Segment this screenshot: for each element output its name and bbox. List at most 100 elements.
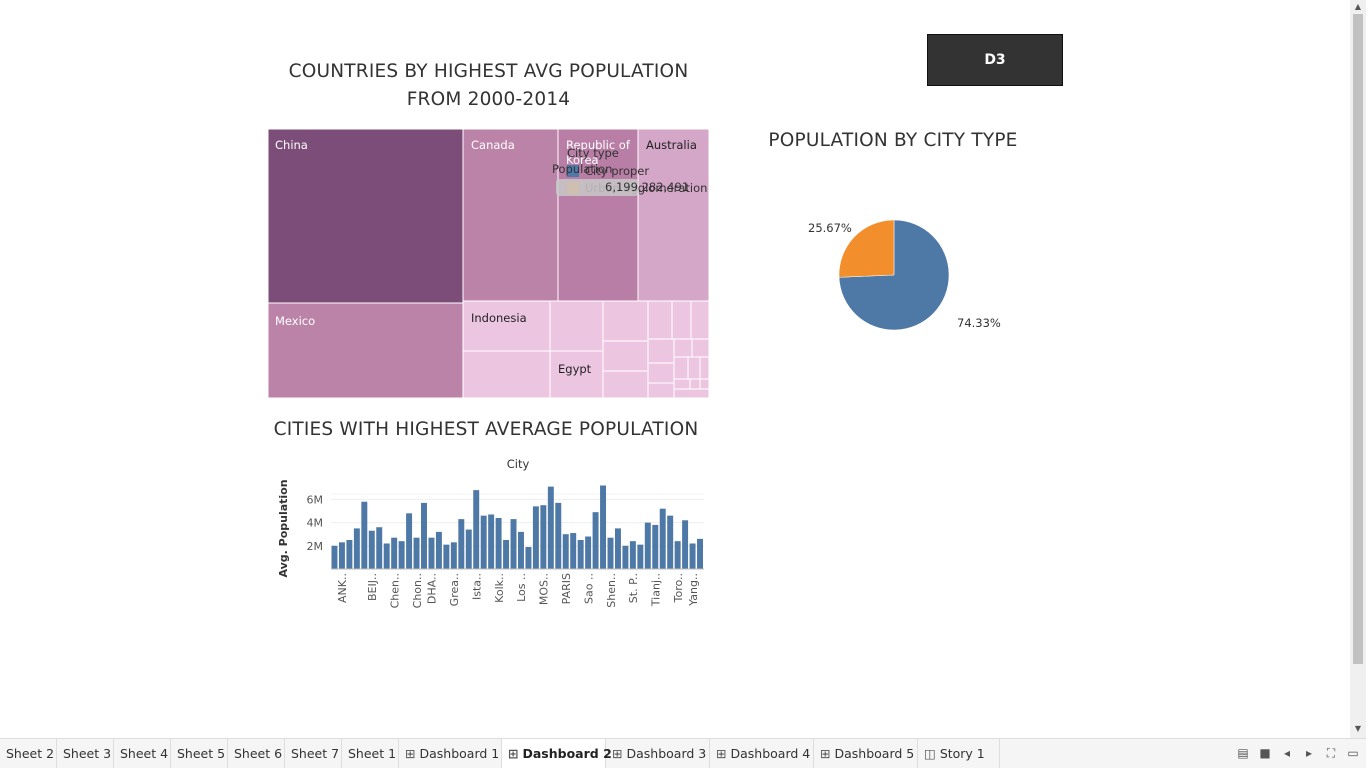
bar[interactable] — [562, 534, 569, 569]
pie-chart[interactable]: 74.33% 25.67% — [790, 205, 1010, 345]
scroll-up-icon[interactable]: ▲ — [1354, 2, 1362, 11]
scroll-thumb[interactable] — [1353, 14, 1363, 664]
tab-sheet-2[interactable]: Sheet 2 — [0, 739, 57, 768]
bar[interactable] — [674, 541, 681, 569]
bar[interactable] — [503, 540, 510, 569]
show-filmstrip-icon[interactable]: ▤ — [1237, 746, 1249, 760]
treemap-cell[interactable] — [647, 300, 673, 340]
treemap-cell[interactable] — [673, 338, 693, 358]
bar[interactable] — [376, 527, 383, 569]
bar[interactable] — [532, 506, 539, 569]
treemap-cell[interactable] — [549, 300, 604, 352]
bar[interactable] — [383, 543, 390, 569]
bar[interactable] — [555, 502, 562, 569]
tab-dashboard-2[interactable]: ⊞ Dashboard 2 — [502, 739, 612, 768]
bar[interactable] — [577, 540, 584, 569]
bar-chart[interactable]: City Avg. Population 2M 4M 6M ANK.. BEIJ.. Chen… — [270, 452, 710, 612]
tab-dashboard-1[interactable]: ⊞ Dashboard 1 — [399, 739, 502, 768]
bar[interactable] — [458, 519, 465, 569]
scroll-down-icon[interactable]: ▼ — [1354, 724, 1362, 733]
bar[interactable] — [443, 544, 450, 569]
bar[interactable] — [667, 515, 674, 569]
bar[interactable] — [585, 536, 592, 569]
treemap-cell[interactable] — [699, 356, 710, 380]
bar[interactable] — [600, 485, 607, 569]
treemap-cell[interactable] — [602, 340, 649, 372]
d3-button[interactable]: D3 — [927, 34, 1063, 86]
bar[interactable] — [428, 537, 435, 569]
tab-sheet-4[interactable]: Sheet 4 — [114, 739, 171, 768]
bar[interactable] — [368, 530, 375, 569]
bar[interactable] — [547, 486, 554, 569]
treemap-cell-china[interactable] — [267, 128, 464, 304]
bar[interactable] — [338, 542, 345, 569]
bar[interactable] — [614, 528, 621, 569]
treemap-cell[interactable] — [462, 350, 551, 399]
bar[interactable] — [413, 537, 420, 569]
bar[interactable] — [622, 545, 629, 569]
bar[interactable] — [465, 529, 472, 569]
treemap-cell[interactable] — [671, 300, 692, 340]
bar[interactable] — [421, 502, 427, 569]
treemap-cell[interactable] — [690, 300, 710, 340]
bar[interactable] — [495, 517, 502, 569]
bar[interactable] — [488, 514, 495, 569]
treemap-cell-canada[interactable] — [462, 128, 559, 302]
treemap-cell[interactable] — [647, 362, 675, 384]
treemap-cell[interactable] — [673, 388, 710, 399]
bar[interactable] — [353, 528, 360, 569]
vertical-scrollbar[interactable]: ▲ ▼ — [1350, 0, 1366, 738]
tab-sheet-3[interactable]: Sheet 3 — [57, 739, 114, 768]
treemap-cell[interactable] — [691, 338, 710, 358]
bar[interactable] — [644, 522, 651, 569]
bar[interactable] — [391, 537, 398, 569]
treemap-cell-indonesia[interactable] — [462, 300, 551, 352]
bar[interactable] — [607, 537, 614, 569]
legend-item-city-proper[interactable]: City proper — [567, 164, 707, 178]
bar[interactable] — [652, 524, 659, 569]
bar[interactable] — [525, 546, 532, 569]
tab-dashboard-3[interactable]: ⊞ Dashboard 3 — [606, 739, 710, 768]
bar[interactable] — [450, 542, 457, 569]
fullscreen-icon[interactable]: ⛶ — [1326, 746, 1336, 760]
bar[interactable] — [331, 545, 338, 569]
treemap-cell[interactable] — [602, 370, 649, 399]
presentation-mode-icon[interactable]: ▭ — [1347, 746, 1359, 760]
treemap-cell[interactable] — [647, 338, 675, 364]
tab-sheet-6[interactable]: Sheet 6 — [228, 739, 285, 768]
treemap-cell-australia[interactable] — [637, 128, 710, 302]
bar[interactable] — [480, 515, 487, 569]
treemap-cell[interactable] — [602, 300, 649, 342]
bar[interactable] — [570, 533, 577, 569]
tab-dashboard-4[interactable]: ⊞ Dashboard 4 — [710, 739, 814, 768]
bar[interactable] — [398, 541, 405, 569]
bar[interactable] — [540, 505, 547, 569]
bar[interactable] — [435, 531, 442, 569]
bar[interactable] — [518, 531, 524, 569]
tab-dashboard-5[interactable]: ⊞ Dashboard 5 — [814, 739, 918, 768]
next-sheet-icon[interactable]: ▸ — [1305, 746, 1313, 760]
bar[interactable] — [637, 544, 644, 569]
bar[interactable] — [697, 538, 703, 569]
treemap-cell[interactable] — [699, 378, 710, 390]
bar[interactable] — [682, 520, 689, 569]
bar[interactable] — [473, 490, 480, 569]
bar[interactable] — [361, 501, 368, 569]
treemap-cell-egypt[interactable] — [549, 350, 604, 399]
treemap-cell[interactable] — [673, 356, 689, 380]
treemap-cell[interactable] — [647, 382, 675, 399]
treemap-cell[interactable] — [673, 378, 691, 390]
treemap-cell[interactable] — [689, 378, 701, 390]
treemap[interactable]: China Canada Republic of Korea Australia… — [267, 128, 710, 399]
treemap-cell[interactable] — [687, 356, 701, 380]
tab-sheet-5[interactable]: Sheet 5 — [171, 739, 228, 768]
bar[interactable] — [510, 519, 517, 569]
treemap-svg[interactable] — [267, 128, 710, 399]
tab-sheet-1[interactable]: Sheet 1 — [342, 739, 399, 768]
bar[interactable] — [689, 543, 696, 569]
bar[interactable] — [659, 508, 666, 569]
tab-story-1[interactable]: ◫ Story 1 — [918, 739, 1000, 768]
previous-sheet-icon[interactable]: ◂ — [1283, 746, 1291, 760]
bar[interactable] — [406, 513, 413, 569]
bar[interactable] — [346, 540, 353, 569]
